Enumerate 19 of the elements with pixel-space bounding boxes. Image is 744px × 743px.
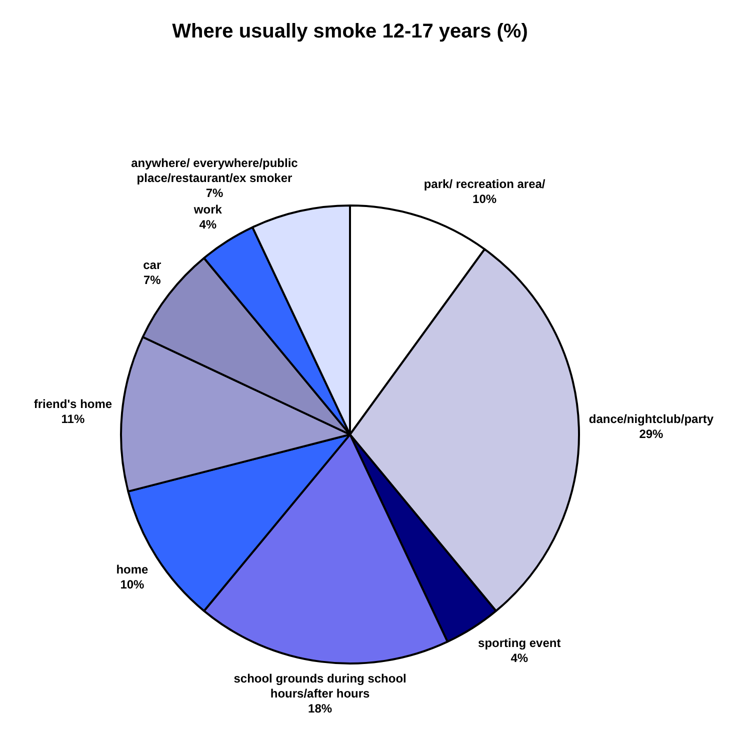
slice-label: car	[143, 258, 162, 272]
slice-label: park/ recreation area/	[424, 177, 546, 192]
slice-label: dance/nightclub/party	[588, 412, 714, 426]
slice-label: home	[116, 562, 149, 576]
slice-label: friend's home	[34, 396, 112, 411]
data-label: 4%	[199, 218, 217, 232]
data-label: 11%	[61, 412, 85, 426]
data-label: 29%	[639, 426, 664, 441]
slice-label: sporting event	[478, 636, 561, 650]
slice-label: school grounds during school hours/after hours	[234, 671, 406, 700]
slice-label: anywhere/ everywhere/public place/restaurant/ex smoker	[131, 156, 298, 186]
data-label: 7%	[206, 186, 224, 200]
slice-label: work	[192, 202, 222, 217]
data-label: 18%	[308, 701, 332, 716]
data-label: 10%	[120, 577, 145, 592]
chart-title: Where usually smoke 12-17 years (%)	[172, 20, 528, 43]
data-label: 10%	[472, 192, 497, 206]
data-label: 7%	[143, 272, 162, 287]
data-label: 4%	[510, 651, 528, 666]
